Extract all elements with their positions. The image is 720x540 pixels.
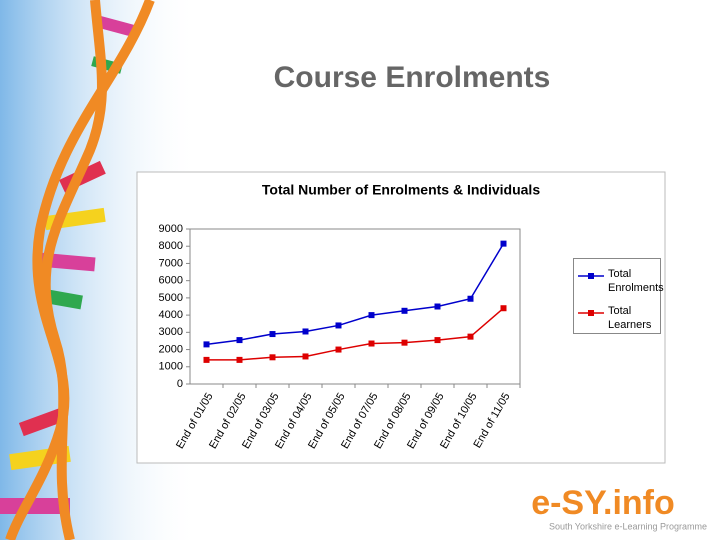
marker xyxy=(434,337,441,344)
y-tick-label: 7000 xyxy=(159,257,183,269)
marker xyxy=(269,331,276,338)
y-tick-label: 3000 xyxy=(159,326,183,338)
marker xyxy=(500,240,507,247)
marker xyxy=(236,337,243,344)
marker xyxy=(302,328,309,335)
marker xyxy=(434,303,441,310)
y-tick-label: 6000 xyxy=(159,275,183,287)
marker xyxy=(467,295,474,302)
marker xyxy=(302,353,309,360)
logo: e-SY.info xyxy=(531,484,675,522)
logo-tagline: South Yorkshire e-Learning Programme xyxy=(549,521,707,531)
legend-label: Total Enrolments xyxy=(608,268,664,294)
marker xyxy=(467,333,474,340)
dna-helix xyxy=(0,0,155,540)
marker xyxy=(401,339,408,346)
marker xyxy=(203,356,210,363)
y-tick-label: 8000 xyxy=(159,240,183,252)
marker xyxy=(335,346,342,353)
marker xyxy=(236,356,243,363)
marker xyxy=(269,354,276,361)
chart-title: Total Number of Enrolments & Individuals xyxy=(262,182,540,198)
y-tick-label: 0 xyxy=(177,378,183,390)
legend-swatch xyxy=(578,273,604,279)
marker xyxy=(335,322,342,329)
series-line xyxy=(206,243,505,346)
legend-swatch xyxy=(578,310,604,316)
marker xyxy=(500,305,507,312)
legend-marker xyxy=(588,273,594,279)
y-tick-label: 5000 xyxy=(159,292,183,304)
marker xyxy=(401,307,408,314)
y-tick-label: 9000 xyxy=(159,223,183,235)
y-tick-label: 1000 xyxy=(159,361,183,373)
marker xyxy=(368,312,375,319)
marker xyxy=(203,341,210,348)
legend: Total Enrolments Total Learners xyxy=(573,258,664,334)
marker xyxy=(368,340,375,347)
slide-title: Course Enrolments xyxy=(274,61,551,94)
legend-label: Total Learners xyxy=(608,305,652,331)
y-tick-label: 2000 xyxy=(159,343,183,355)
series-line xyxy=(206,307,504,361)
y-tick-label: 4000 xyxy=(159,309,183,321)
legend-marker xyxy=(588,310,594,316)
